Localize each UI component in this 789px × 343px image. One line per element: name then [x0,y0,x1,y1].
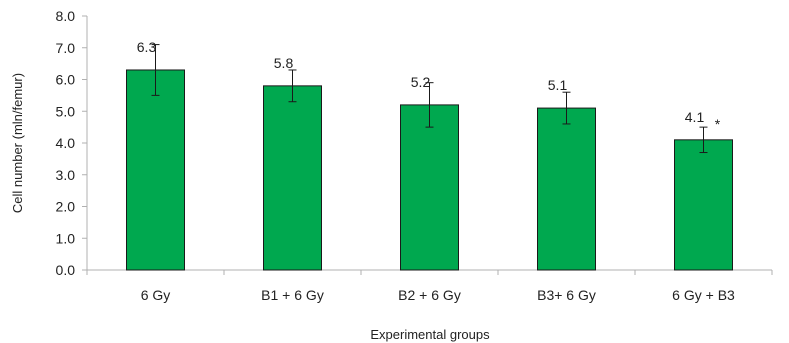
value-labels: 6.3 5.8 5.2 5.1 4.1 * [137,39,721,132]
category-label-1: 6 Gy [141,287,171,303]
y-tick-label: 7.0 [56,40,76,56]
category-label-2: B1 + 6 Gy [261,287,324,303]
y-tick-label: 6.0 [56,72,76,88]
y-axis-title: Cell number (mln/femur) [10,73,25,213]
y-tick-label: 3.0 [56,167,76,183]
x-ticks [86,270,773,275]
y-ticks: 0.0 1.0 2.0 3.0 4.0 5.0 6.0 7.0 8.0 [56,8,87,278]
category-labels: 6 Gy B1 + 6 Gy B2 + 6 Gy B3+ 6 Gy 6 Gy + B3 [141,287,735,303]
y-tick-label: 1.0 [56,230,76,246]
y-tick-label: 8.0 [56,8,76,24]
y-tick-label: 5.0 [56,103,76,119]
data-label-3: 5.2 [411,74,431,90]
bar-4 [537,107,596,271]
data-label-5: 4.1 [685,109,705,125]
data-label-2: 5.8 [274,55,294,71]
category-label-3: B2 + 6 Gy [398,287,461,303]
category-label-4: B3+ 6 Gy [537,287,596,303]
bar-3 [400,104,459,271]
data-label-4: 5.1 [548,77,568,93]
error-bars [151,44,708,154]
bars [126,69,733,271]
bar-2 [263,85,322,271]
data-label-1: 6.3 [137,39,157,55]
significance-marker-5: * [715,116,721,132]
bar-1 [126,69,185,271]
y-tick-label: 2.0 [56,199,76,215]
bar-5 [674,139,733,271]
x-axis-title: Experimental groups [370,327,490,342]
y-tick-label: 0.0 [56,262,76,278]
category-label-5: 6 Gy + B3 [672,287,735,303]
y-tick-label: 4.0 [56,135,76,151]
